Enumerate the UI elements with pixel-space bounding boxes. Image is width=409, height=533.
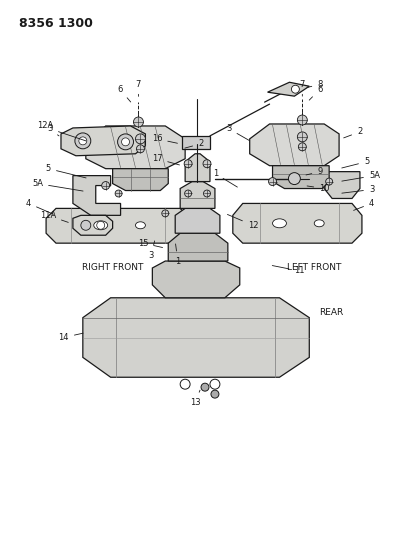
- Text: 1: 1: [175, 244, 180, 265]
- Circle shape: [200, 383, 209, 391]
- Text: 7: 7: [299, 80, 304, 96]
- Text: 4: 4: [26, 199, 53, 214]
- Text: 6: 6: [308, 85, 322, 100]
- Text: 11: 11: [272, 265, 304, 276]
- Circle shape: [184, 190, 191, 197]
- Text: 12: 12: [227, 214, 258, 230]
- Text: 3: 3: [47, 124, 86, 141]
- Text: 2: 2: [343, 127, 361, 138]
- Text: 3: 3: [341, 185, 373, 194]
- Ellipse shape: [272, 219, 286, 228]
- Circle shape: [297, 115, 307, 125]
- Circle shape: [180, 379, 190, 389]
- Text: 14: 14: [58, 333, 83, 342]
- Circle shape: [115, 190, 122, 197]
- Polygon shape: [175, 208, 219, 233]
- Polygon shape: [249, 124, 338, 166]
- Text: 10: 10: [306, 184, 329, 193]
- Circle shape: [101, 182, 109, 190]
- Polygon shape: [73, 215, 112, 235]
- Text: 4: 4: [353, 199, 373, 211]
- Text: 5A: 5A: [341, 171, 379, 181]
- Circle shape: [184, 160, 192, 168]
- Text: 5A: 5A: [32, 179, 83, 191]
- Circle shape: [325, 178, 332, 185]
- Polygon shape: [232, 204, 361, 243]
- Circle shape: [202, 160, 211, 168]
- Circle shape: [75, 133, 90, 149]
- Text: 3: 3: [148, 241, 154, 260]
- Circle shape: [291, 85, 299, 93]
- Circle shape: [298, 143, 306, 151]
- Polygon shape: [112, 168, 168, 190]
- Circle shape: [81, 220, 90, 230]
- Polygon shape: [61, 126, 145, 156]
- Text: 5: 5: [341, 157, 368, 168]
- Polygon shape: [83, 298, 308, 377]
- Text: 17: 17: [151, 154, 179, 165]
- Circle shape: [297, 132, 307, 142]
- Text: 8356 1300: 8356 1300: [19, 17, 93, 30]
- Text: 15: 15: [137, 239, 162, 248]
- Text: 16: 16: [151, 134, 177, 143]
- Text: 11A: 11A: [40, 211, 68, 222]
- Text: 3: 3: [226, 124, 249, 141]
- Circle shape: [136, 145, 144, 153]
- Text: 7: 7: [135, 80, 141, 96]
- Text: 2: 2: [184, 139, 203, 148]
- Polygon shape: [152, 261, 239, 298]
- Polygon shape: [46, 208, 190, 243]
- Circle shape: [162, 210, 169, 217]
- Ellipse shape: [135, 222, 145, 229]
- Circle shape: [133, 117, 143, 127]
- Polygon shape: [180, 182, 214, 208]
- Text: 1: 1: [212, 169, 237, 187]
- Polygon shape: [185, 154, 209, 182]
- Polygon shape: [85, 126, 185, 168]
- Circle shape: [288, 173, 300, 184]
- Polygon shape: [267, 82, 308, 96]
- Text: 6: 6: [117, 85, 130, 102]
- Text: 12A: 12A: [37, 122, 59, 136]
- Text: REAR: REAR: [319, 308, 343, 317]
- Text: 8: 8: [306, 80, 322, 88]
- Polygon shape: [272, 166, 328, 189]
- Text: RIGHT FRONT: RIGHT FRONT: [82, 263, 143, 272]
- Ellipse shape: [313, 220, 324, 227]
- Circle shape: [268, 177, 276, 185]
- Circle shape: [117, 134, 133, 150]
- Text: LEFT FRONT: LEFT FRONT: [286, 263, 341, 272]
- Polygon shape: [182, 136, 209, 149]
- Circle shape: [97, 221, 104, 229]
- Polygon shape: [168, 233, 227, 261]
- Circle shape: [121, 138, 129, 146]
- Text: 9: 9: [305, 167, 322, 176]
- Polygon shape: [73, 175, 120, 215]
- Circle shape: [203, 190, 210, 197]
- Text: 5: 5: [46, 164, 86, 178]
- Circle shape: [79, 137, 87, 145]
- Circle shape: [135, 134, 145, 144]
- Circle shape: [211, 390, 218, 398]
- Ellipse shape: [94, 221, 108, 230]
- Polygon shape: [324, 172, 359, 198]
- Circle shape: [209, 379, 219, 389]
- Text: 13: 13: [189, 390, 200, 407]
